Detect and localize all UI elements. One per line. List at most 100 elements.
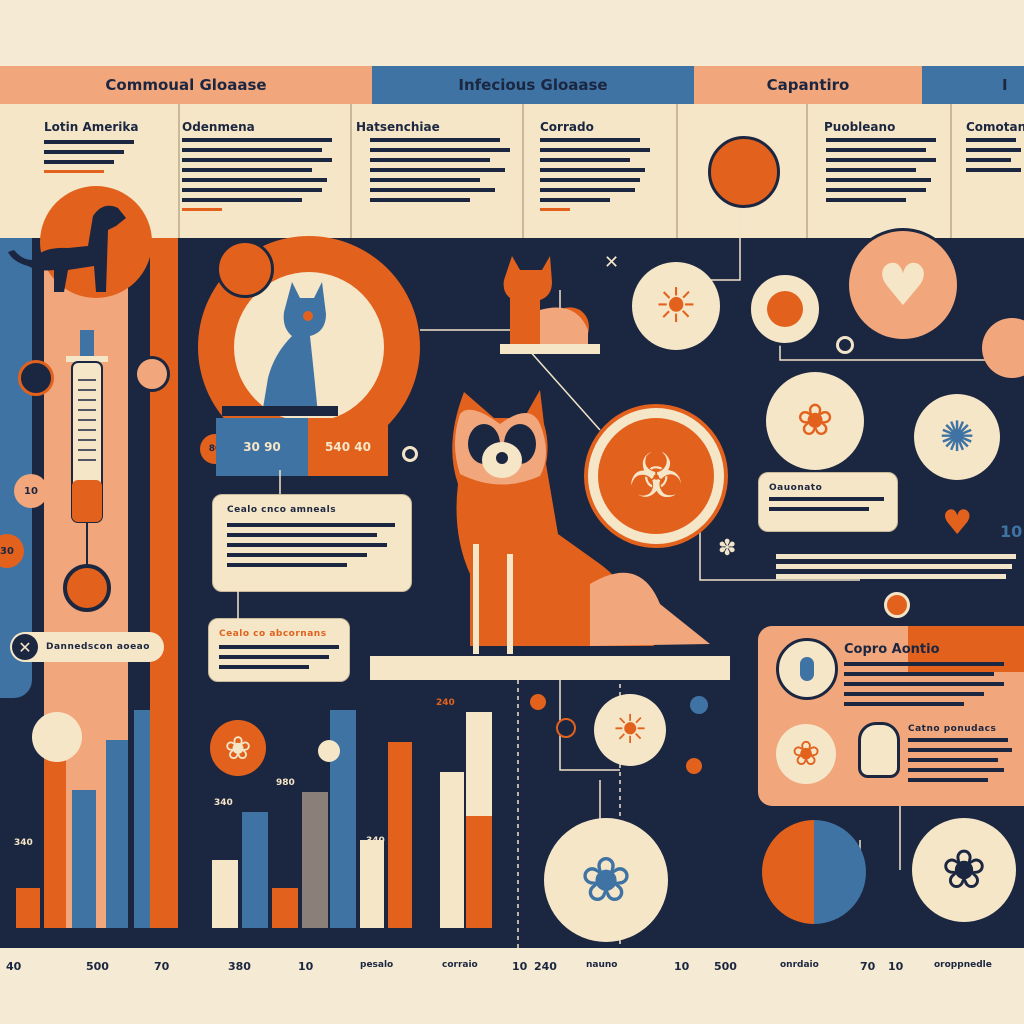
virus-circle-1: ☀ (632, 262, 720, 350)
paw-circle-5: ❀ (544, 818, 668, 942)
column-dividers (0, 104, 1024, 238)
paw-icon: ❀ (796, 395, 834, 446)
microphone-icon-2 (858, 722, 900, 778)
virus-icon: ✺ (939, 412, 975, 461)
pedestal (370, 656, 730, 680)
sun-icon: ☀ (654, 278, 698, 334)
ring-icon-2 (402, 446, 418, 462)
tick-13: onrdaio (780, 960, 819, 970)
column-title-6: Comotana (966, 120, 1024, 134)
virus-circle-3: ✺ (914, 394, 1000, 480)
tick-16: oroppnedle (934, 960, 992, 970)
tab-infectious-disease[interactable]: Infecious Gloaase (372, 66, 694, 104)
paw-circle-2: ❀ (776, 724, 836, 784)
left-blue-stripe (0, 238, 32, 698)
info-card-1-title: Cealo cnco amneals (227, 505, 337, 515)
tick-4: 380 (228, 960, 251, 973)
tick-1: 40 (6, 960, 22, 973)
tick-15: 10 (888, 960, 904, 973)
dog-face-circle (982, 318, 1024, 378)
tick-11: 10 (674, 960, 690, 973)
bar-label-5: 240 (436, 698, 455, 708)
column-title-5: Puobleano (824, 120, 896, 134)
virus-dot-3 (686, 758, 702, 774)
column-title-4: Corrado (540, 120, 594, 134)
bug-icon-small (18, 360, 54, 396)
bar-label-3: 980 (276, 778, 295, 788)
tick-9: 240 (534, 960, 557, 973)
audio-subtitle: Catno ponudacs (908, 724, 997, 734)
cat-icon (222, 282, 338, 416)
ring-icon (836, 336, 854, 354)
side-label-pill[interactable]: ✕ Dannedscon aoeao (10, 632, 164, 662)
virus-dot-4 (690, 696, 708, 714)
stat-box-a: 30 90 (216, 418, 308, 476)
heart-circle: ♥ (846, 228, 960, 342)
stat-box-b: 540 40 (308, 418, 388, 476)
info-card-1: Cealo cnco amneals (212, 494, 412, 592)
paragraph-lines-right (776, 554, 1016, 579)
heart-icon-small: ♥ (942, 503, 973, 543)
bug-circle-icon (216, 240, 274, 298)
paw-circle-4: ❀ (210, 720, 266, 776)
virus-icon-small (134, 356, 170, 392)
sun-icon: ☀ (612, 707, 648, 753)
right-number: 10 (1000, 522, 1023, 541)
tick-14: 70 (860, 960, 876, 973)
dog-icon (8, 205, 126, 292)
bars-left (16, 710, 492, 928)
virus-circle-2 (748, 272, 822, 346)
side-label-text: Dannedscon aoeao (46, 642, 150, 652)
paw-circle-6: ❀ (912, 818, 1016, 922)
column-title-3: Hatsenchiae (356, 120, 440, 134)
syringe-icon (63, 330, 111, 612)
virus-dot-2 (556, 718, 576, 738)
tick-7: corraio (442, 960, 478, 970)
paw-circle-1: ❀ (766, 372, 864, 470)
microphone-circle (776, 638, 838, 700)
column-title-1: Lotin Amerika (44, 120, 139, 134)
tab-extra[interactable]: I (922, 66, 1024, 104)
tab-capantiro[interactable]: Capantiro (694, 66, 922, 104)
microphone-icon (800, 657, 814, 681)
paw-icon: ❀ (580, 843, 632, 916)
paw-icon: ❀ (941, 838, 987, 901)
heart-icon: ♥ (877, 251, 929, 319)
tick-12: 500 (714, 960, 737, 973)
paw-circle-3 (32, 712, 82, 762)
cat-icon-2 (500, 256, 600, 354)
biohazard-icon: ☣ (628, 439, 684, 512)
tick-5: 10 (298, 960, 314, 973)
bug-icon-chart (318, 740, 340, 762)
bar-label-1: 340 (14, 838, 33, 848)
half-circle-chart (762, 820, 866, 924)
flower-icon: ✽ (718, 536, 737, 561)
bar-label-2: 340 (214, 798, 233, 808)
biohazard-circle: ☣ (584, 404, 728, 548)
info-card-3: Oauonato (758, 472, 898, 532)
bar-label-4: 340 (366, 836, 385, 846)
tick-6: pesalo (360, 960, 394, 970)
virus-dot-1 (530, 694, 546, 710)
info-card-2-title: Cealo co abcornans (219, 629, 327, 639)
info-card-2: Cealo co abcornans (208, 618, 350, 682)
badge-left-10: 10 (14, 474, 48, 508)
column-text-lines (44, 138, 1021, 211)
dog-icon-large (452, 390, 710, 654)
audio-title: Copro Aontio (844, 642, 940, 657)
face-circle (708, 136, 780, 208)
paw-icon: ❀ (224, 729, 252, 767)
audio-card: Copro Aontio ❀ Catno ponudacs (758, 626, 1024, 806)
tick-3: 70 (154, 960, 170, 973)
column-title-2: Odenmena (182, 120, 255, 134)
paw-icon: ❀ (791, 734, 821, 774)
sun-circle-small: ☀ (594, 694, 666, 766)
left-orange-column (150, 238, 178, 928)
tick-10: nauno (586, 960, 618, 970)
tick-8: 10 (512, 960, 528, 973)
tab-common-disease[interactable]: Commoual Gloaase (0, 66, 372, 104)
tick-2: 500 (86, 960, 109, 973)
close-icon: ✕ (12, 634, 38, 660)
orange-dot (884, 592, 910, 618)
info-card-3-title: Oauonato (769, 483, 823, 493)
